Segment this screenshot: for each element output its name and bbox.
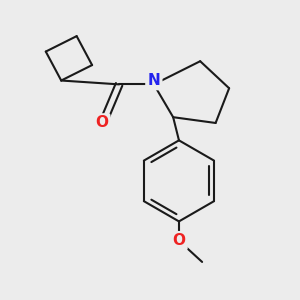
Text: O: O [172,233,185,248]
Text: N: N [148,73,160,88]
Text: O: O [95,116,108,130]
